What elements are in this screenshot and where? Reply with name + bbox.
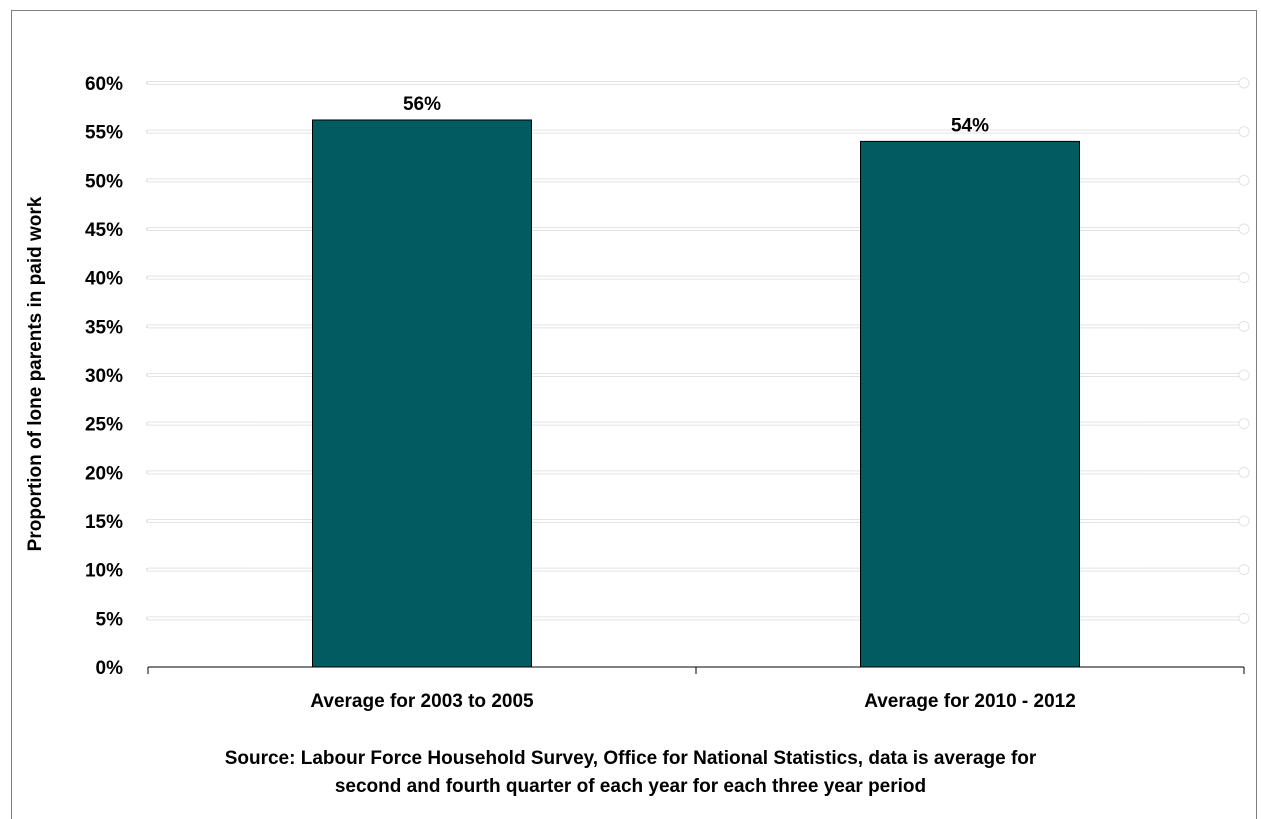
data-label: 56% bbox=[403, 94, 441, 115]
x-tick-label: Average for 2003 to 2005 bbox=[310, 691, 534, 712]
gridline-end-dot bbox=[1238, 77, 1250, 89]
bars bbox=[312, 119, 1080, 668]
gridline-end-dot bbox=[1238, 612, 1250, 624]
bar bbox=[860, 140, 1080, 668]
y-tick-label: 25% bbox=[85, 415, 123, 436]
data-labels: 56% 54% bbox=[403, 94, 989, 136]
gridline-end-dot bbox=[1238, 174, 1250, 186]
bar bbox=[312, 119, 532, 668]
y-tick-labels: 0% 5% 10% 15% 20% 25% 30% 35% 40% 45% 50% 55% 60% bbox=[85, 74, 123, 679]
x-tick-labels: Average for 2003 to 2005 Average for 2010… bbox=[147, 667, 1245, 712]
y-tick-label: 5% bbox=[96, 609, 124, 630]
y-tick-label: 30% bbox=[85, 366, 123, 387]
y-tick-label: 40% bbox=[85, 269, 123, 290]
x-tick-label: Average for 2010 - 2012 bbox=[864, 691, 1076, 712]
gridline-end-dot bbox=[1238, 369, 1250, 381]
y-tick-label: 45% bbox=[85, 220, 123, 241]
y-tick-label: 35% bbox=[85, 317, 123, 338]
gridline-end-dot bbox=[1238, 320, 1250, 332]
y-tick-label: 50% bbox=[85, 171, 123, 192]
source-note-line-2: second and fourth quarter of each year f… bbox=[334, 776, 927, 797]
source-note: Source: Labour Force Household Survey, O… bbox=[0, 745, 1261, 801]
y-axis-title: Proportion of lone parents in paid work bbox=[25, 196, 46, 551]
data-label: 54% bbox=[951, 115, 989, 136]
gridline-end-dot bbox=[1238, 564, 1250, 576]
gridline-end-dot bbox=[1238, 466, 1250, 478]
gridline-end-dot bbox=[1238, 126, 1250, 138]
source-note-line-1: Source: Labour Force Household Survey, O… bbox=[224, 748, 1037, 769]
y-tick-label: 0% bbox=[96, 658, 124, 679]
y-tick-label: 60% bbox=[85, 74, 123, 95]
y-tick-label: 20% bbox=[85, 463, 123, 484]
gridline-end-dot bbox=[1238, 515, 1250, 527]
y-tick-label: 10% bbox=[85, 561, 123, 582]
y-tick-label: 15% bbox=[85, 512, 123, 533]
gridline-end-dot bbox=[1238, 223, 1250, 235]
gridline-end-dot bbox=[1238, 418, 1250, 430]
gridline-end-dot bbox=[1238, 272, 1250, 284]
y-tick-label: 55% bbox=[85, 123, 123, 144]
